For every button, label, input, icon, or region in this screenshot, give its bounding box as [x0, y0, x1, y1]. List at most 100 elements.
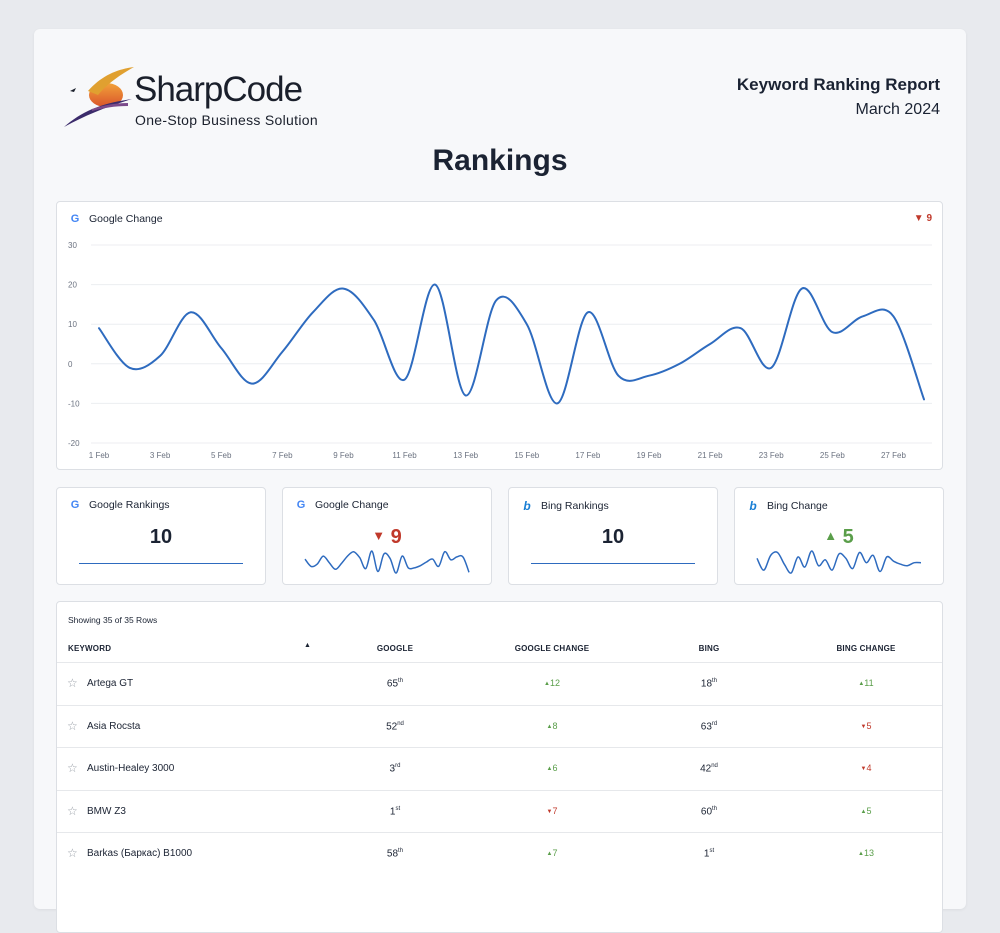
- google-icon: G: [296, 499, 306, 511]
- google-change-line-chart: 30 20 10 0 -10 -20 1 Feb 3 Feb 5 Feb 7 Feb 9 Feb 11…: [68, 241, 932, 460]
- sort-asc-icon[interactable]: ▲: [304, 642, 311, 649]
- table-row: ☆ Barkas (Баркас) B1000 58th ▲7 1st ▲13: [57, 832, 942, 875]
- x-tick-label: 25 Feb: [820, 451, 845, 460]
- y-tick-label: -10: [68, 399, 80, 408]
- x-tick-label: 17 Feb: [575, 451, 600, 460]
- google-change-value: 12: [549, 678, 560, 688]
- google-change-cell: ▲8: [522, 721, 582, 731]
- chart-card-title: Google Change: [89, 213, 163, 225]
- x-tick-label: 21 Feb: [698, 451, 723, 460]
- y-tick-label: 20: [68, 281, 77, 290]
- x-tick-label: 23 Feb: [759, 451, 784, 460]
- triangle-down-icon: ▼: [860, 723, 867, 730]
- y-tick-label: 10: [68, 320, 77, 329]
- bing-rank-suffix: rd: [711, 720, 718, 727]
- triangle-down-icon: ▼: [860, 766, 867, 772]
- metric-value: 10: [149, 526, 173, 548]
- google-rank-suffix: th: [398, 678, 404, 684]
- google-change-value: 8: [552, 720, 558, 731]
- bing-rank-cell: 18th: [679, 678, 739, 689]
- star-icon[interactable]: ☆: [67, 846, 78, 860]
- bing-change-value: 11: [864, 678, 874, 688]
- page-title: Rankings: [432, 144, 568, 177]
- triangle-down-icon: ▼: [546, 808, 553, 815]
- metric-header: b Bing Rankings: [521, 499, 609, 513]
- google-change-sparkline: [304, 550, 470, 574]
- google-change-chart-card: 30 20 10 0 -10 -20 1 Feb 3 Feb 5 Feb 7 Feb 9 Feb 11…: [56, 201, 943, 470]
- bird-logo-icon: [64, 67, 134, 127]
- google-change-value: 7: [552, 805, 558, 816]
- bing-change-cell: ▲11: [836, 678, 896, 688]
- bing-rank-cell: 60th: [679, 806, 739, 817]
- bing-rank-value: 42: [700, 763, 712, 775]
- table-row: ☆ Asia Rocsta 52nd ▲8 63rd ▼5: [57, 704, 942, 748]
- metric-value: 5: [842, 526, 854, 548]
- google-rank-suffix: nd: [397, 720, 404, 727]
- metric-card-bing-rankings: b Bing Rankings 10: [508, 487, 718, 585]
- triangle-down-icon: ▼: [372, 528, 386, 543]
- chart-delta-badge: ▼ 9: [914, 213, 932, 224]
- metric-header: b Bing Change: [747, 499, 827, 513]
- google-rank-suffix: st: [395, 805, 401, 812]
- bing-rank-suffix: th: [712, 805, 718, 812]
- metric-card-bing-change: b Bing Change ▲ 5: [734, 487, 944, 585]
- bing-rank-value: 63: [700, 720, 712, 732]
- bing-change-cell: ▲13: [836, 848, 896, 858]
- star-icon[interactable]: ☆: [67, 718, 78, 733]
- bing-rank-value: 1: [703, 848, 710, 860]
- keyword-cell: Austin-Healey 3000: [87, 763, 175, 774]
- y-tick-label: 30: [68, 241, 77, 250]
- column-header-keyword[interactable]: KEYWORD: [68, 644, 112, 653]
- bing-rank-suffix: nd: [711, 763, 718, 769]
- bing-change-cell: ▼4: [836, 763, 896, 773]
- table-row: ☆ Austin-Healey 3000 3rd ▲6 42nd ▼4: [57, 747, 942, 790]
- x-tick-label: 3 Feb: [150, 451, 171, 460]
- series-line: [98, 283, 925, 405]
- column-header-bing[interactable]: BING: [698, 644, 720, 653]
- chart-card-header: G Google Change: [69, 213, 163, 225]
- bing-rank-value: 60: [700, 805, 713, 817]
- star-icon[interactable]: ☆: [67, 761, 78, 775]
- bing-change-value: 5: [866, 805, 872, 816]
- google-rank-value: 3: [389, 763, 396, 775]
- bing-rank-value: 18: [700, 678, 713, 690]
- triangle-up-icon: ▲: [546, 766, 553, 772]
- rankings-table: Showing 35 of 35 Rows KEYWORD ▲ GOOGLE G…: [56, 601, 943, 933]
- x-tick-label: 19 Feb: [637, 451, 662, 460]
- google-rank-cell: 58th: [365, 848, 425, 859]
- keyword-cell: Artega GT: [87, 678, 134, 689]
- column-header-google[interactable]: GOOGLE: [376, 644, 414, 653]
- google-change-cell: ▲7: [522, 848, 582, 858]
- bing-icon: b: [749, 499, 757, 513]
- metric-card-google-change: G Google Change ▼ 9: [282, 487, 492, 585]
- metric-trend-line: [531, 563, 695, 564]
- google-rank-cell: 1st: [365, 806, 425, 817]
- column-header-google-change[interactable]: GOOGLE CHANGE: [514, 644, 590, 653]
- y-tick-label: 0: [68, 360, 73, 369]
- star-icon[interactable]: ☆: [67, 676, 78, 690]
- row-count-label: Showing 35 of 35 Rows: [68, 615, 158, 625]
- triangle-up-icon: ▲: [824, 528, 838, 543]
- table-row: ☆ Artega GT 65th ▲ 12 18th ▲11: [57, 662, 942, 705]
- triangle-up-icon: ▲: [858, 681, 865, 687]
- bing-rank-cell: 63rd: [679, 721, 739, 732]
- metric-header: G Google Change: [295, 499, 389, 511]
- sparkline-path: [304, 550, 470, 574]
- x-tick-label: 11 Feb: [392, 451, 417, 460]
- triangle-down-icon: ▼: [913, 213, 924, 224]
- bing-change-sparkline: [756, 550, 922, 574]
- column-header-bing-change[interactable]: BING CHANGE: [836, 644, 896, 653]
- x-tick-label: 5 Feb: [211, 451, 232, 460]
- metric-value-group: ▼ 9: [283, 526, 491, 549]
- google-rank-value: 65: [386, 678, 399, 690]
- metric-value: 9: [390, 526, 402, 548]
- metric-trend-line: [79, 563, 243, 564]
- bing-change-value: 13: [863, 848, 874, 858]
- triangle-up-icon: ▲: [860, 808, 867, 815]
- star-icon[interactable]: ☆: [67, 803, 78, 818]
- brand-name: SharpCode: [134, 70, 303, 109]
- x-tick-label: 9 Feb: [333, 451, 354, 460]
- bing-rank-suffix: st: [709, 848, 715, 854]
- x-tick-label: 7 Feb: [272, 451, 293, 460]
- metric-label: Bing Rankings: [541, 500, 609, 512]
